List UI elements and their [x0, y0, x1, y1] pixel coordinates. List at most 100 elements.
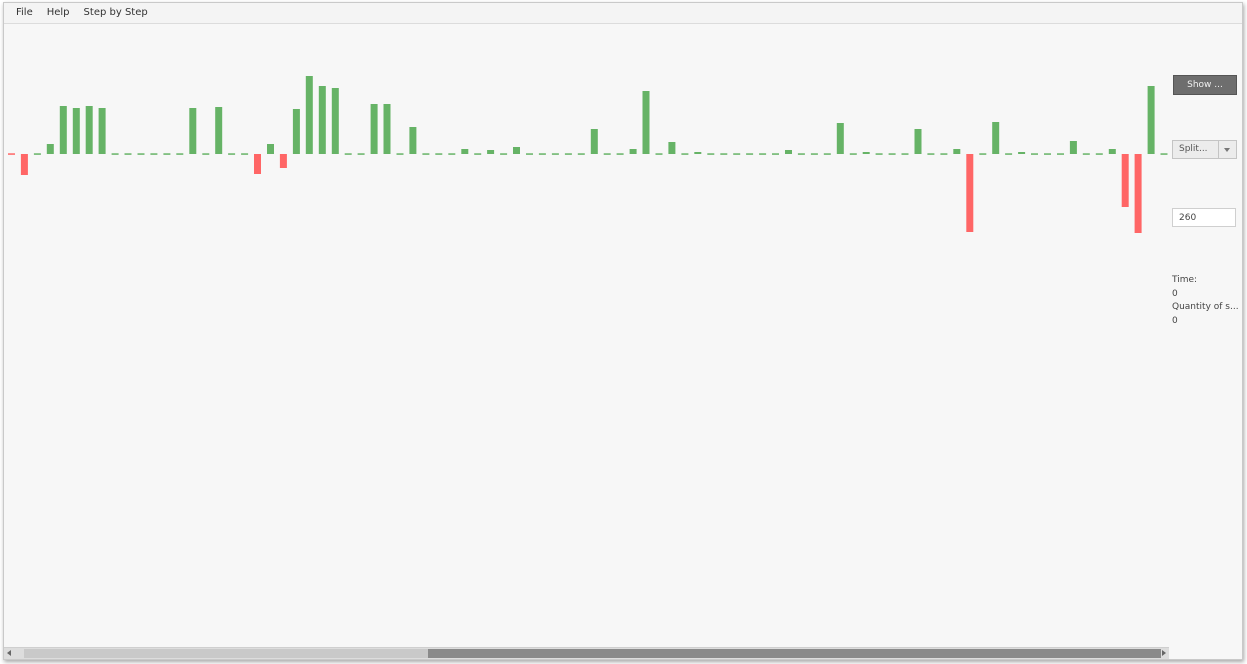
bar-79 [1031, 153, 1038, 155]
bar-15 [202, 153, 210, 155]
bar-83 [1082, 153, 1090, 155]
bar-50 [655, 153, 663, 155]
scroll-right-icon[interactable] [1162, 650, 1166, 656]
bar-48 [629, 149, 637, 154]
bar-67 [875, 153, 883, 155]
bar-33 [435, 153, 443, 155]
chevron-down-icon [1224, 148, 1230, 152]
bar-68 [888, 153, 896, 155]
quantity-label: Quantity of s... [1172, 302, 1239, 312]
bar-10 [137, 153, 145, 155]
bar-26 [344, 153, 352, 155]
bar-87 [1134, 154, 1142, 233]
bar-89 [1160, 153, 1168, 155]
split-select-label: Split... [1179, 144, 1208, 154]
bar-5 [72, 108, 80, 154]
bar-41 [538, 153, 546, 155]
bar-12 [163, 153, 171, 155]
bar-20 [267, 144, 274, 154]
bar-23 [305, 76, 313, 154]
menu-bar: File Help Step by Step [4, 3, 1242, 24]
bar-74 [966, 154, 974, 232]
bar-35 [461, 149, 469, 154]
bar-30 [396, 153, 404, 155]
bar-43 [564, 153, 572, 155]
bar-73 [953, 149, 961, 154]
bar-36 [474, 153, 482, 155]
scrollbar-track-left [24, 649, 428, 658]
bar-2 [33, 153, 41, 155]
bar-55 [720, 153, 728, 155]
bar-7 [98, 108, 106, 154]
bar-51 [668, 142, 676, 154]
bar-24 [318, 86, 326, 154]
bar-29 [383, 104, 391, 154]
time-label: Time: [1172, 275, 1198, 285]
bar-56 [733, 153, 741, 155]
bar-32 [422, 153, 430, 155]
bar-45 [590, 129, 598, 154]
bar-77 [1005, 153, 1013, 155]
bar-44 [577, 153, 585, 155]
bar-34 [448, 153, 456, 155]
bar-78 [1018, 152, 1026, 154]
bar-58 [759, 153, 767, 155]
bar-3 [46, 144, 54, 154]
bar-76 [992, 122, 1000, 154]
bar-31 [409, 127, 417, 154]
show-button[interactable]: Show ... [1173, 75, 1237, 95]
bar-13 [176, 153, 184, 155]
bar-6 [85, 106, 93, 154]
bar-69 [901, 153, 909, 155]
bar-49 [642, 91, 650, 154]
bar-28 [370, 104, 378, 154]
bar-chart [4, 24, 1169, 647]
bar-38 [500, 153, 508, 155]
bar-16 [215, 107, 223, 154]
scroll-left-icon[interactable] [7, 650, 11, 656]
bar-18 [241, 153, 249, 155]
bar-72 [940, 153, 948, 155]
menu-help[interactable]: Help [46, 7, 70, 18]
bar-27 [357, 153, 365, 155]
split-select[interactable]: Split... [1172, 140, 1237, 159]
split-select-arrow-button[interactable] [1218, 141, 1236, 158]
bar-88 [1147, 86, 1155, 154]
bar-8 [111, 153, 119, 155]
scrollbar-thumb[interactable] [428, 649, 1161, 658]
bar-66 [862, 152, 870, 154]
bar-46 [603, 153, 611, 155]
bar-4 [59, 106, 67, 154]
size-input[interactable] [1172, 208, 1236, 227]
horizontal-scrollbar[interactable] [4, 647, 1169, 659]
bar-53 [694, 152, 702, 154]
bar-75 [979, 153, 987, 155]
bar-40 [526, 153, 533, 155]
info-panel: Time: 0 Quantity of s... 0 [1172, 274, 1239, 328]
bar-25 [331, 88, 339, 154]
bar-60 [785, 150, 792, 154]
bar-84 [1095, 153, 1103, 155]
bar-14 [189, 108, 197, 154]
bar-47 [616, 153, 624, 155]
menu-step-by-step[interactable]: Step by Step [83, 7, 148, 18]
bar-19 [254, 154, 261, 174]
bar-54 [707, 153, 715, 155]
bar-1 [20, 154, 28, 175]
bar-17 [228, 153, 236, 155]
quantity-value: 0 [1172, 315, 1178, 326]
bar-62 [810, 153, 818, 155]
bar-65 [849, 153, 857, 155]
app-window: File Help Step by Step Show ... Split...… [3, 2, 1243, 660]
bar-11 [150, 153, 158, 155]
bar-86 [1121, 154, 1129, 207]
bar-37 [487, 150, 495, 154]
bar-52 [681, 153, 689, 155]
bar-chart-svg [8, 76, 1168, 233]
bar-82 [1069, 141, 1077, 154]
menu-file[interactable]: File [16, 7, 33, 18]
bar-57 [746, 153, 754, 155]
bar-39 [513, 147, 520, 154]
bar-70 [914, 129, 922, 154]
bar-64 [836, 123, 844, 154]
